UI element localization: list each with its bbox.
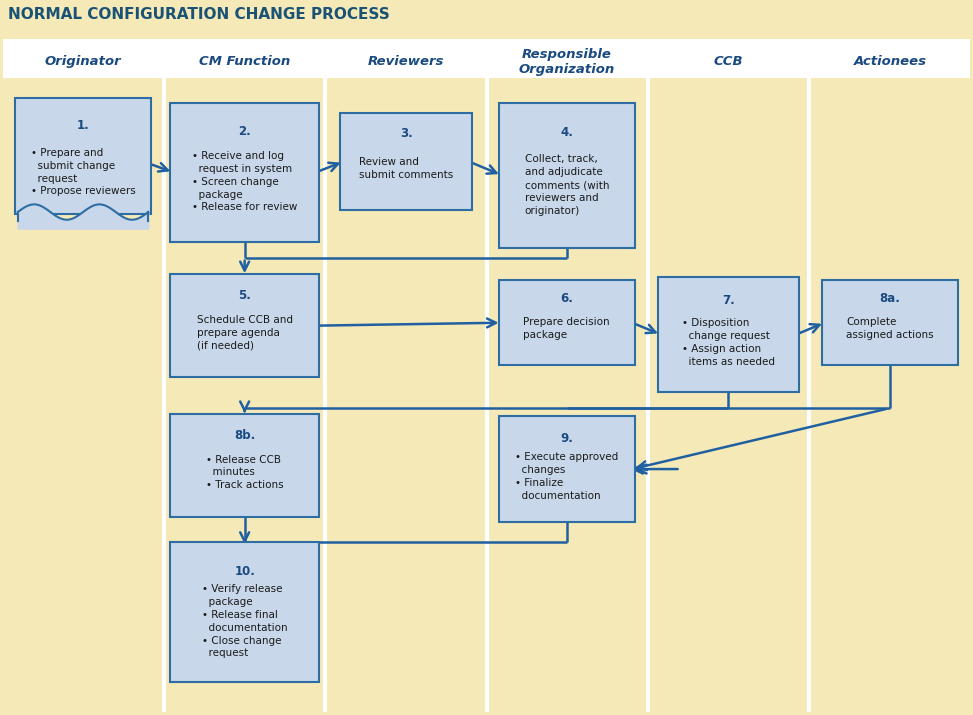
Text: • Receive and log
  request in system
• Screen change
  package
• Release for re: • Receive and log request in system • Sc… xyxy=(192,151,298,212)
Text: 8b.: 8b. xyxy=(234,429,255,443)
Text: 10.: 10. xyxy=(234,565,255,578)
Text: • Release CCB
  minutes
• Track actions: • Release CCB minutes • Track actions xyxy=(206,455,283,490)
FancyBboxPatch shape xyxy=(810,78,971,712)
FancyBboxPatch shape xyxy=(3,39,970,78)
Text: 2.: 2. xyxy=(238,125,251,138)
Text: • Disposition
  change request
• Assign action
  items as needed: • Disposition change request • Assign ac… xyxy=(682,318,775,367)
Text: 5.: 5. xyxy=(238,290,251,302)
Text: Actionees: Actionees xyxy=(853,55,926,69)
Text: CM Function: CM Function xyxy=(199,55,290,69)
Text: Review and
submit comments: Review and submit comments xyxy=(359,157,453,179)
FancyBboxPatch shape xyxy=(15,98,151,214)
FancyBboxPatch shape xyxy=(170,414,319,517)
Text: Reviewers: Reviewers xyxy=(368,55,445,69)
FancyBboxPatch shape xyxy=(822,280,958,365)
Text: Schedule CCB and
prepare agenda
(if needed): Schedule CCB and prepare agenda (if need… xyxy=(197,315,293,350)
Text: CCB: CCB xyxy=(713,55,743,69)
FancyBboxPatch shape xyxy=(498,102,635,248)
Text: • Prepare and
  submit change
  request
• Propose reviewers: • Prepare and submit change request • Pr… xyxy=(31,148,135,197)
Text: 7.: 7. xyxy=(722,295,735,307)
Text: Prepare decision
package: Prepare decision package xyxy=(523,317,610,340)
FancyBboxPatch shape xyxy=(170,102,319,242)
Text: • Verify release
  package
• Release final
  documentation
• Close change
  requ: • Verify release package • Release final… xyxy=(201,584,287,659)
Text: 6.: 6. xyxy=(560,292,573,305)
Text: 8a.: 8a. xyxy=(880,292,900,305)
FancyBboxPatch shape xyxy=(486,78,648,712)
Text: Responsible
Organization: Responsible Organization xyxy=(519,48,615,76)
Text: 4.: 4. xyxy=(560,126,573,139)
FancyBboxPatch shape xyxy=(648,78,810,712)
Text: Collect, track,
and adjudicate
comments (with
reviewers and
originator): Collect, track, and adjudicate comments … xyxy=(524,154,609,216)
FancyBboxPatch shape xyxy=(341,113,472,210)
FancyBboxPatch shape xyxy=(163,78,325,712)
FancyBboxPatch shape xyxy=(325,78,486,712)
FancyBboxPatch shape xyxy=(498,415,635,523)
Text: Originator: Originator xyxy=(45,55,122,69)
Text: • Execute approved
  changes
• Finalize
  documentation: • Execute approved changes • Finalize do… xyxy=(515,452,619,500)
Text: 3.: 3. xyxy=(400,127,413,140)
Text: NORMAL CONFIGURATION CHANGE PROCESS: NORMAL CONFIGURATION CHANGE PROCESS xyxy=(8,6,389,21)
FancyBboxPatch shape xyxy=(170,275,319,377)
FancyBboxPatch shape xyxy=(2,78,163,712)
Text: 1.: 1. xyxy=(77,119,90,132)
Text: 9.: 9. xyxy=(560,432,573,445)
Text: Complete
assigned actions: Complete assigned actions xyxy=(847,317,934,340)
FancyBboxPatch shape xyxy=(170,542,319,681)
FancyBboxPatch shape xyxy=(658,277,799,393)
FancyBboxPatch shape xyxy=(498,280,635,365)
